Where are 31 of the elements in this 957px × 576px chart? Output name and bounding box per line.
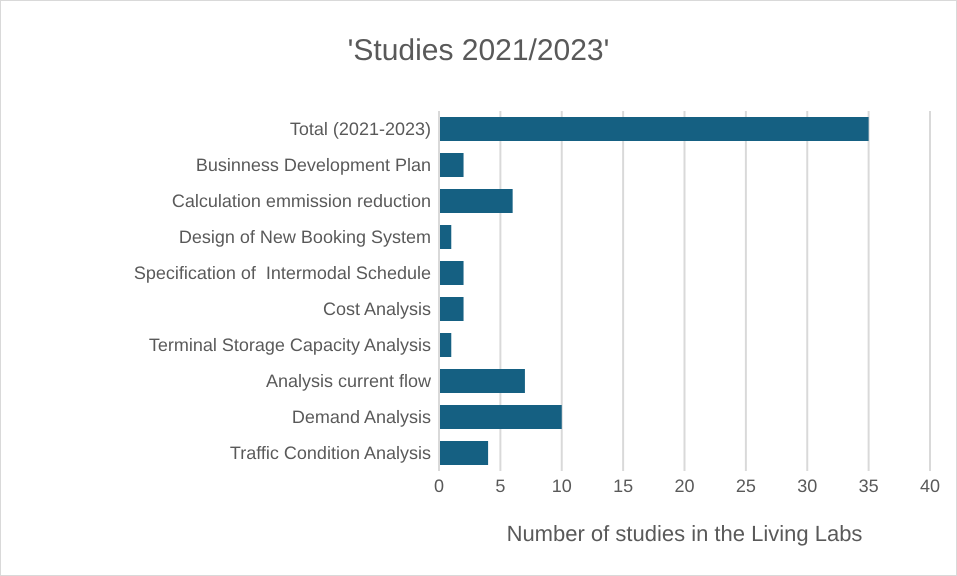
bar (439, 225, 452, 249)
x-tick-label: 20 (674, 476, 695, 496)
x-tick-label: 10 (552, 476, 572, 496)
bar (439, 441, 488, 465)
y-tick-label: Terminal Storage Capacity Analysis (148, 335, 431, 355)
bar (439, 405, 562, 429)
y-tick-label: Traffic Condition Analysis (230, 443, 431, 463)
y-tick-label: Total (2021-2023) (290, 119, 431, 139)
x-tick-label: 25 (736, 476, 756, 496)
x-axis-title: Number of studies in the Living Labs (506, 521, 864, 547)
y-tick-label: Demand Analysis (292, 407, 431, 427)
y-tick-label: Calculation emmission reduction (172, 191, 431, 211)
x-tick-label: 35 (858, 476, 879, 496)
bar (439, 189, 513, 213)
x-tick-label: 0 (434, 476, 444, 496)
x-tick-label: 40 (920, 476, 940, 496)
y-tick-label: Design of New Booking System (178, 227, 431, 247)
bar (439, 153, 464, 177)
bar (439, 297, 464, 321)
bar (439, 261, 464, 285)
x-tick-label: 5 (495, 476, 506, 496)
x-tick-label: 30 (797, 476, 818, 496)
bar (439, 117, 869, 141)
bar (439, 333, 452, 357)
y-tick-label: Businness Development Plan (196, 155, 431, 175)
y-tick-label: Specification of Intermodal Schedule (134, 263, 431, 283)
chart-title: 'Studies 2021/2023' (346, 33, 610, 69)
y-tick-label: Cost Analysis (322, 299, 431, 319)
y-tick-label: Analysis current flow (266, 371, 432, 391)
x-tick-label: 15 (613, 476, 634, 496)
bar (439, 369, 525, 393)
